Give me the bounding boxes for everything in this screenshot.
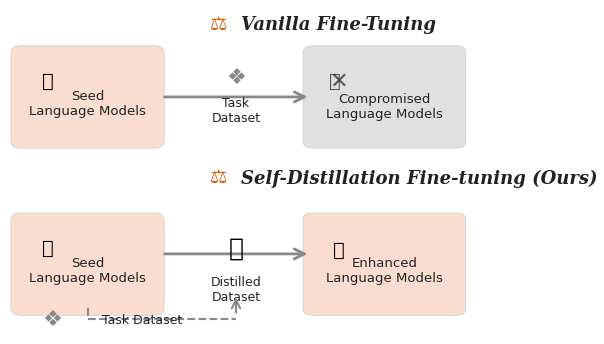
Text: ⚖: ⚖ [210, 169, 241, 188]
Text: Distilled
Dataset: Distilled Dataset [211, 276, 262, 304]
Text: Enhanced
Language Models: Enhanced Language Models [326, 257, 443, 285]
Text: Seed
Language Models: Seed Language Models [29, 257, 146, 285]
Text: Task
Dataset: Task Dataset [211, 97, 260, 125]
Text: Task Dataset: Task Dataset [102, 314, 182, 327]
Text: 🤖: 🤖 [329, 72, 341, 91]
Text: ❖: ❖ [226, 68, 246, 88]
Text: 🤖: 🤖 [42, 72, 54, 91]
FancyBboxPatch shape [11, 213, 164, 315]
Text: Self-Distillation Fine-tuning (Ours): Self-Distillation Fine-tuning (Ours) [241, 170, 597, 188]
Text: ❖: ❖ [230, 71, 242, 85]
Text: Vanilla Fine-Tuning: Vanilla Fine-Tuning [241, 16, 435, 34]
Text: Seed
Language Models: Seed Language Models [29, 90, 146, 118]
FancyBboxPatch shape [303, 213, 466, 315]
Text: ❖: ❖ [42, 310, 62, 331]
Text: 🧪: 🧪 [228, 237, 243, 261]
FancyBboxPatch shape [303, 46, 466, 148]
Text: ✕: ✕ [329, 72, 348, 92]
Text: ⚖: ⚖ [210, 16, 241, 35]
FancyBboxPatch shape [11, 46, 164, 148]
Text: Compromised
Language Models: Compromised Language Models [326, 93, 443, 121]
Text: 🤖: 🤖 [333, 241, 345, 260]
Text: 🤖: 🤖 [42, 239, 54, 258]
